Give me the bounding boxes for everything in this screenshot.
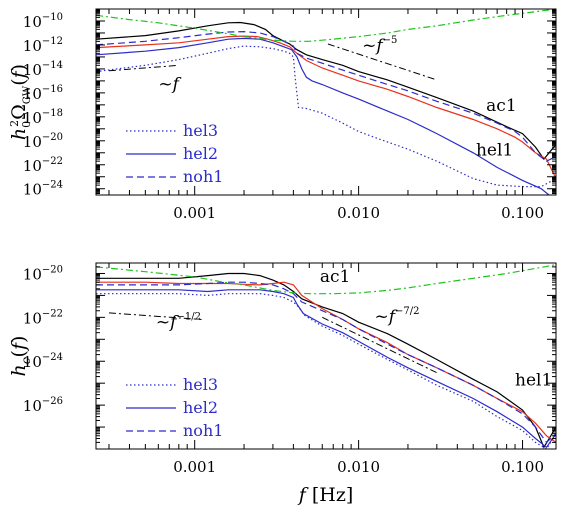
label-f: ~f <box>158 74 181 94</box>
y-tick-label: 10−22 <box>23 308 63 327</box>
x-tick-label: 0.001 <box>173 204 216 222</box>
x-tick-label: 0.010 <box>337 204 380 222</box>
legend-label-hel2: hel2 <box>183 398 218 417</box>
series-line-ac1 <box>96 21 556 161</box>
guide-f-minus-1-2 <box>108 312 202 320</box>
label-hel1: hel1 <box>515 370 552 390</box>
y-tick-label: 10−24 <box>23 352 63 371</box>
series-line-hel2 <box>96 37 550 195</box>
series-line-hel3 <box>96 45 556 188</box>
y-axis-title: h02ΩGW(f) <box>8 64 33 140</box>
legend-label-hel2: hel2 <box>183 144 218 163</box>
legend-label-hel3: hel3 <box>183 375 218 394</box>
y-tick-label: 10−10 <box>23 12 63 31</box>
series-line-sensitivity <box>96 264 556 295</box>
label-f-minus-5: ~f−5 <box>362 35 397 56</box>
label-hel1: hel1 <box>476 140 513 160</box>
label-ac1: ac1 <box>320 267 350 287</box>
guide-f <box>108 64 179 72</box>
label-ac1: ac1 <box>486 96 516 116</box>
plot-area <box>96 9 556 195</box>
legend-label-noh1: noh1 <box>183 167 223 186</box>
series-line-ac1 <box>96 272 556 449</box>
series-line-sensitivity <box>96 9 556 42</box>
y-tick-label: 10−18 <box>23 108 63 127</box>
series-line-hel2 <box>96 289 556 449</box>
series-line-hel3 <box>96 293 556 449</box>
x-tick-label: 0.100 <box>501 458 544 476</box>
legend-label-noh1: noh1 <box>183 421 223 440</box>
axes-frame <box>95 262 557 450</box>
legend-label-hel3: hel3 <box>183 121 218 140</box>
legend: hel3 hel2 noh1 <box>126 121 223 186</box>
guide-f-minus-7-2 <box>322 316 438 374</box>
series-line-hel1 <box>96 281 556 443</box>
plot-area <box>96 264 556 449</box>
label-f-minus-7-2: ~f−7/2 <box>375 306 420 327</box>
y-tick-label: 10−16 <box>23 84 63 103</box>
x-tick-label: 0.001 <box>173 458 216 476</box>
x-tick-label: 0.010 <box>337 458 380 476</box>
series-line-noh1 <box>96 30 556 162</box>
y-tick-label: 10−20 <box>23 264 63 283</box>
y-tick-label: 10−24 <box>23 180 63 199</box>
legend: hel3 hel2 noh1 <box>126 375 223 440</box>
series-line-noh1 <box>96 281 556 444</box>
axes-frame <box>95 8 557 196</box>
y-tick-label: 10−22 <box>23 156 63 175</box>
top-panel-gw-energy-density: 0.001 0.010 0.100 10−10 10−12 10−14 10−16 10−18… <box>8 8 557 222</box>
series-line-hel1 <box>96 35 556 179</box>
bottom-panel-characteristic-strain: 0.001 0.010 0.100 10−20 10−22 10−24 10−26 hc(f)… <box>8 262 557 506</box>
y-axis-title: hc(f) <box>8 336 33 377</box>
y-tick-label: 10−14 <box>23 60 63 79</box>
y-tick-label: 10−12 <box>23 36 63 55</box>
y-tick-label: 10−26 <box>23 396 63 415</box>
x-axis-title: f [Hz] <box>297 484 354 506</box>
guide-f-minus-5 <box>327 43 437 81</box>
y-tick-label: 10−20 <box>23 132 63 151</box>
x-tick-label: 0.100 <box>501 204 544 222</box>
label-f-minus-1-2: ~f−1/2 <box>156 311 201 332</box>
